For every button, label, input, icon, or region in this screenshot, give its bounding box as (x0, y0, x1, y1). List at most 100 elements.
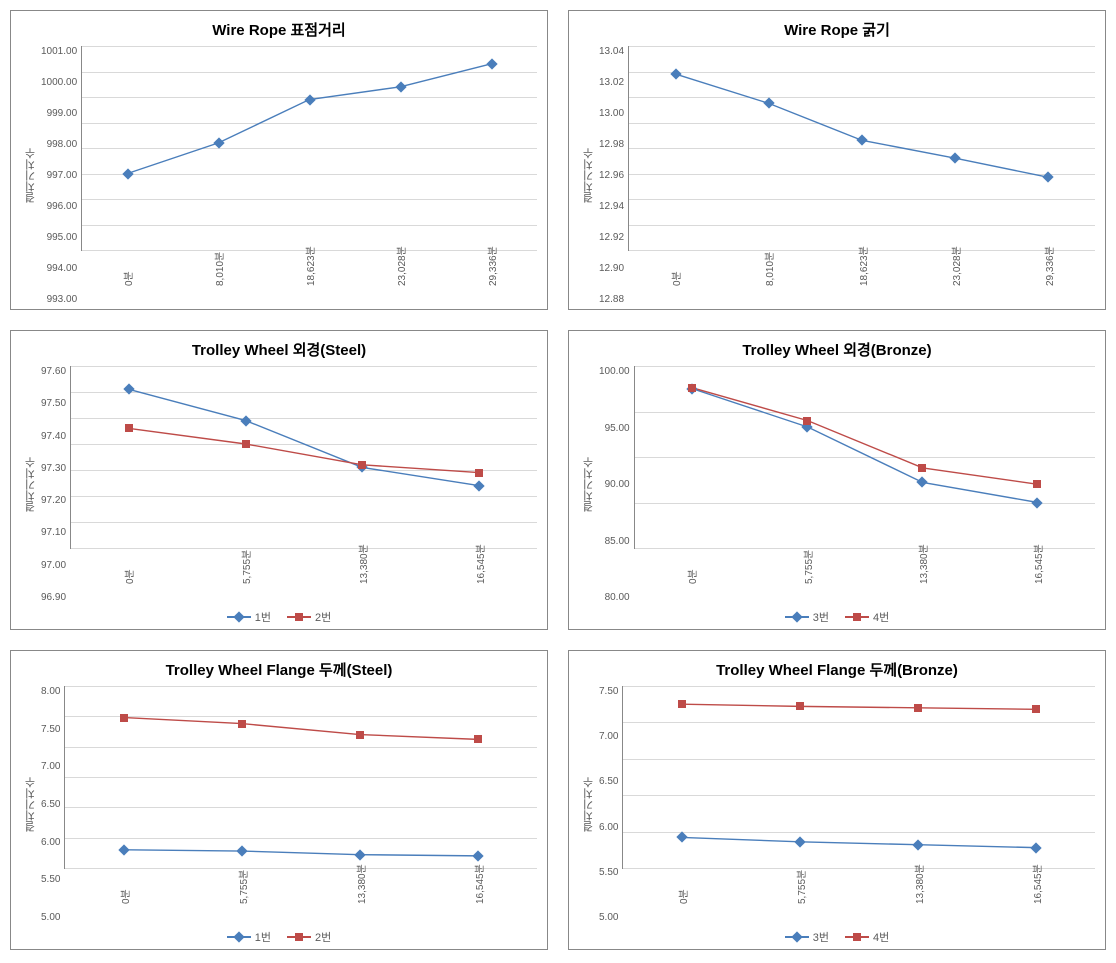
chart-panel-c5: Trolley Wheel Flange 두께(Steel)결치기치수8.007… (10, 650, 548, 950)
x-axis-ticks: 0분8,010분18,623분23,028분29,336분 (628, 255, 1095, 305)
legend-marker-icon (791, 931, 802, 942)
series-svg (623, 686, 1095, 868)
gridline (71, 548, 537, 549)
y-tick-label: 13.02 (599, 77, 624, 88)
y-tick-label: 12.96 (599, 170, 624, 181)
series-svg (65, 686, 537, 868)
x-tick-label: 8,010분 (193, 274, 243, 286)
y-tick-label: 7.00 (599, 731, 618, 742)
x-tick-label: 5,755분 (220, 572, 270, 584)
series-line (682, 837, 1036, 847)
x-tick-label: 16,545분 (454, 572, 504, 584)
chart-panel-c4: Trolley Wheel 외경(Bronze)결치기치수100.0095.00… (568, 330, 1106, 630)
y-tick-label: 90.00 (605, 479, 630, 490)
y-tick-label: 85.00 (605, 536, 630, 547)
y-axis-label: 결치기치수 (21, 366, 41, 603)
y-axis-ticks: 7.507.006.506.005.505.00 (599, 686, 622, 923)
y-tick-label: 996.00 (47, 201, 78, 212)
y-tick-label: 5.50 (41, 874, 60, 885)
x-tick-label: 18,623분 (284, 274, 334, 286)
y-tick-label: 97.30 (41, 463, 66, 474)
legend-label: 3번 (813, 929, 829, 945)
x-tick-label: 29,336분 (1023, 274, 1073, 286)
y-tick-label: 95.00 (605, 423, 630, 434)
x-tick-label: 13,380분 (337, 572, 387, 584)
legend-marker-icon (853, 933, 861, 941)
x-tick-label: 0분 (99, 892, 149, 904)
data-marker (1033, 480, 1041, 488)
x-tick-label: 23,028분 (930, 274, 980, 286)
legend: 1번2번 (21, 603, 537, 625)
legend-item: 4번 (845, 929, 889, 945)
series-line (692, 389, 1037, 503)
y-axis-ticks: 97.6097.5097.4097.3097.2097.1097.0096.90 (41, 366, 70, 603)
legend-label: 4번 (873, 609, 889, 625)
y-tick-label: 8.00 (41, 686, 60, 697)
legend-marker-icon (233, 611, 244, 622)
y-tick-label: 100.00 (599, 366, 630, 377)
legend-item: 3번 (785, 929, 829, 945)
legend-swatch (845, 936, 869, 938)
legend-swatch (785, 616, 809, 618)
plot-area (81, 46, 537, 251)
chart-body: 결치기치수13.0413.0213.0012.9812.9612.9412.92… (579, 46, 1095, 305)
x-tick-label: 13,380분 (893, 892, 943, 904)
x-tick-label: 16,545분 (1012, 572, 1062, 584)
legend: 3번4번 (579, 603, 1095, 625)
y-tick-label: 96.90 (41, 592, 66, 603)
chart-title: Wire Rope 굵기 (579, 19, 1095, 40)
y-tick-label: 6.00 (599, 822, 618, 833)
data-marker (125, 424, 133, 432)
y-tick-label: 12.88 (599, 294, 624, 305)
y-tick-label: 7.00 (41, 761, 60, 772)
y-tick-label: 97.20 (41, 495, 66, 506)
chart-body: 결치기치수1001.001000.00999.00998.00997.00996… (21, 46, 537, 305)
chart-body: 결치기치수97.6097.5097.4097.3097.2097.1097.00… (21, 366, 537, 603)
data-marker (120, 714, 128, 722)
x-tick-label: 16,545분 (453, 892, 503, 904)
legend-item: 4번 (845, 609, 889, 625)
chart-title: Trolley Wheel Flange 두께(Steel) (21, 659, 537, 680)
legend-item: 2번 (287, 929, 331, 945)
data-marker (358, 461, 366, 469)
y-tick-label: 97.60 (41, 366, 66, 377)
legend-item: 2번 (287, 609, 331, 625)
chart-grid: Wire Rope 표점거리결치기치수1001.001000.00999.009… (10, 10, 1106, 950)
legend-swatch (287, 616, 311, 618)
series-svg (71, 366, 537, 548)
y-tick-label: 12.92 (599, 232, 624, 243)
y-tick-label: 80.00 (605, 592, 630, 603)
legend-label: 1번 (255, 929, 271, 945)
chart-title: Trolley Wheel 외경(Steel) (21, 339, 537, 360)
y-tick-label: 994.00 (47, 263, 78, 274)
plot-area (70, 366, 537, 549)
data-marker (242, 440, 250, 448)
y-tick-label: 5.50 (599, 867, 618, 878)
data-marker (1032, 705, 1040, 713)
chart-body: 결치기치수100.0095.0090.0085.0080.000분5,755분1… (579, 366, 1095, 603)
chart-title: Wire Rope 표점거리 (21, 19, 537, 40)
plot-column: 0분5,755분13,380분16,545분 (70, 366, 537, 603)
y-tick-label: 5.00 (599, 912, 618, 923)
legend-label: 2번 (315, 929, 331, 945)
plot-area (64, 686, 537, 869)
y-tick-label: 999.00 (47, 108, 78, 119)
x-axis-ticks: 0분5,755분13,380분16,545분 (634, 553, 1095, 603)
y-tick-label: 997.00 (47, 170, 78, 181)
y-tick-label: 97.00 (41, 560, 66, 571)
plot-column: 0분5,755분13,380분16,545분 (634, 366, 1095, 603)
x-tick-label: 13,380분 (335, 892, 385, 904)
legend-label: 4번 (873, 929, 889, 945)
y-tick-label: 6.50 (599, 776, 618, 787)
chart-title: Trolley Wheel 외경(Bronze) (579, 339, 1095, 360)
y-axis-ticks: 100.00 95.00 90.00 85.00 80.00 (599, 366, 634, 603)
plot-column: 0분5,755분13,380분16,545분 (64, 686, 537, 923)
x-tick-label: 5,755분 (782, 572, 832, 584)
series-line (124, 718, 478, 740)
y-axis-label: 결치기치수 (579, 686, 599, 923)
plot-area (628, 46, 1095, 251)
y-tick-label: 97.50 (41, 398, 66, 409)
data-marker (688, 384, 696, 392)
plot-column: 0분5,755분13,380분16,545분 (622, 686, 1095, 923)
chart-panel-c6: Trolley Wheel Flange 두께(Bronze)결치기치수7.50… (568, 650, 1106, 950)
